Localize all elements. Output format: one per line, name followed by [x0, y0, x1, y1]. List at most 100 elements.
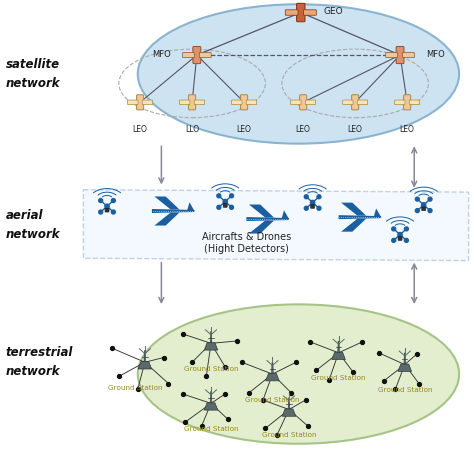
Polygon shape [204, 343, 218, 350]
FancyBboxPatch shape [398, 237, 402, 240]
Ellipse shape [138, 304, 459, 444]
Circle shape [421, 203, 426, 207]
FancyBboxPatch shape [386, 53, 398, 57]
Circle shape [229, 205, 234, 209]
Text: LEO: LEO [296, 125, 310, 134]
Circle shape [304, 195, 308, 199]
Text: LEO: LEO [237, 125, 252, 134]
Circle shape [392, 238, 396, 242]
Polygon shape [155, 197, 180, 210]
Polygon shape [282, 210, 289, 219]
Circle shape [404, 238, 409, 242]
Polygon shape [210, 392, 212, 403]
FancyBboxPatch shape [396, 46, 404, 64]
Text: Ground Station: Ground Station [245, 397, 300, 403]
Text: GEO: GEO [323, 7, 343, 16]
Text: satellite: satellite [5, 58, 60, 71]
Circle shape [111, 210, 115, 214]
Text: LLO: LLO [185, 125, 199, 134]
FancyBboxPatch shape [189, 95, 196, 110]
Polygon shape [246, 217, 289, 221]
Text: Ground Station: Ground Station [184, 426, 238, 432]
Circle shape [428, 197, 432, 201]
Circle shape [398, 233, 402, 237]
Circle shape [111, 199, 115, 202]
FancyBboxPatch shape [128, 100, 138, 105]
Text: Ground Station: Ground Station [377, 387, 432, 393]
Circle shape [223, 200, 228, 204]
Circle shape [415, 209, 419, 212]
FancyBboxPatch shape [223, 204, 227, 207]
Polygon shape [155, 212, 180, 226]
Polygon shape [341, 202, 366, 216]
FancyBboxPatch shape [310, 205, 315, 208]
Polygon shape [204, 403, 218, 410]
FancyBboxPatch shape [246, 100, 256, 105]
Circle shape [304, 206, 308, 210]
FancyBboxPatch shape [105, 209, 109, 212]
Polygon shape [282, 409, 296, 416]
Text: network: network [5, 365, 60, 378]
Polygon shape [374, 209, 381, 217]
Text: LEO: LEO [400, 125, 415, 134]
FancyBboxPatch shape [194, 100, 205, 105]
FancyBboxPatch shape [305, 100, 316, 105]
Circle shape [310, 201, 315, 205]
Polygon shape [152, 209, 194, 213]
FancyBboxPatch shape [137, 95, 144, 110]
FancyBboxPatch shape [285, 10, 298, 15]
FancyBboxPatch shape [403, 95, 410, 110]
Polygon shape [338, 215, 381, 219]
Circle shape [99, 199, 103, 202]
Circle shape [317, 206, 321, 210]
Circle shape [415, 197, 419, 201]
Polygon shape [249, 204, 274, 218]
FancyBboxPatch shape [395, 100, 405, 105]
Polygon shape [187, 202, 194, 211]
Text: Ground Station: Ground Station [311, 375, 366, 382]
Circle shape [217, 194, 221, 198]
Text: MFO: MFO [426, 50, 445, 59]
FancyBboxPatch shape [402, 53, 414, 57]
Polygon shape [341, 219, 366, 232]
FancyBboxPatch shape [422, 207, 426, 210]
Polygon shape [404, 353, 406, 364]
Polygon shape [266, 374, 279, 381]
Polygon shape [338, 341, 339, 352]
Polygon shape [210, 332, 212, 343]
FancyBboxPatch shape [142, 100, 153, 105]
Text: LEO: LEO [348, 125, 363, 134]
Polygon shape [332, 352, 346, 360]
Polygon shape [398, 364, 411, 371]
FancyBboxPatch shape [409, 100, 419, 105]
FancyBboxPatch shape [200, 53, 211, 57]
FancyBboxPatch shape [297, 3, 305, 22]
FancyBboxPatch shape [300, 95, 307, 110]
Text: LEO: LEO [133, 125, 147, 134]
FancyBboxPatch shape [182, 53, 194, 57]
Circle shape [99, 210, 103, 214]
Polygon shape [138, 362, 152, 369]
FancyBboxPatch shape [180, 100, 190, 105]
Text: MFO: MFO [152, 50, 171, 59]
Text: Ground Station: Ground Station [108, 385, 163, 391]
Circle shape [317, 195, 321, 199]
Text: Ground Station: Ground Station [262, 432, 316, 438]
FancyBboxPatch shape [352, 95, 359, 110]
Polygon shape [288, 398, 290, 409]
Circle shape [217, 205, 221, 209]
Polygon shape [83, 190, 469, 261]
FancyBboxPatch shape [232, 100, 242, 105]
Text: terrestrial: terrestrial [5, 346, 73, 359]
Circle shape [229, 194, 234, 198]
Text: network: network [5, 77, 60, 90]
FancyBboxPatch shape [193, 46, 201, 64]
Ellipse shape [138, 4, 459, 144]
FancyBboxPatch shape [303, 10, 316, 15]
Text: aerial: aerial [5, 209, 43, 222]
Text: network: network [5, 228, 60, 241]
Text: Ground Station: Ground Station [184, 366, 238, 372]
Polygon shape [249, 220, 274, 234]
Circle shape [404, 227, 409, 231]
Polygon shape [144, 351, 146, 362]
